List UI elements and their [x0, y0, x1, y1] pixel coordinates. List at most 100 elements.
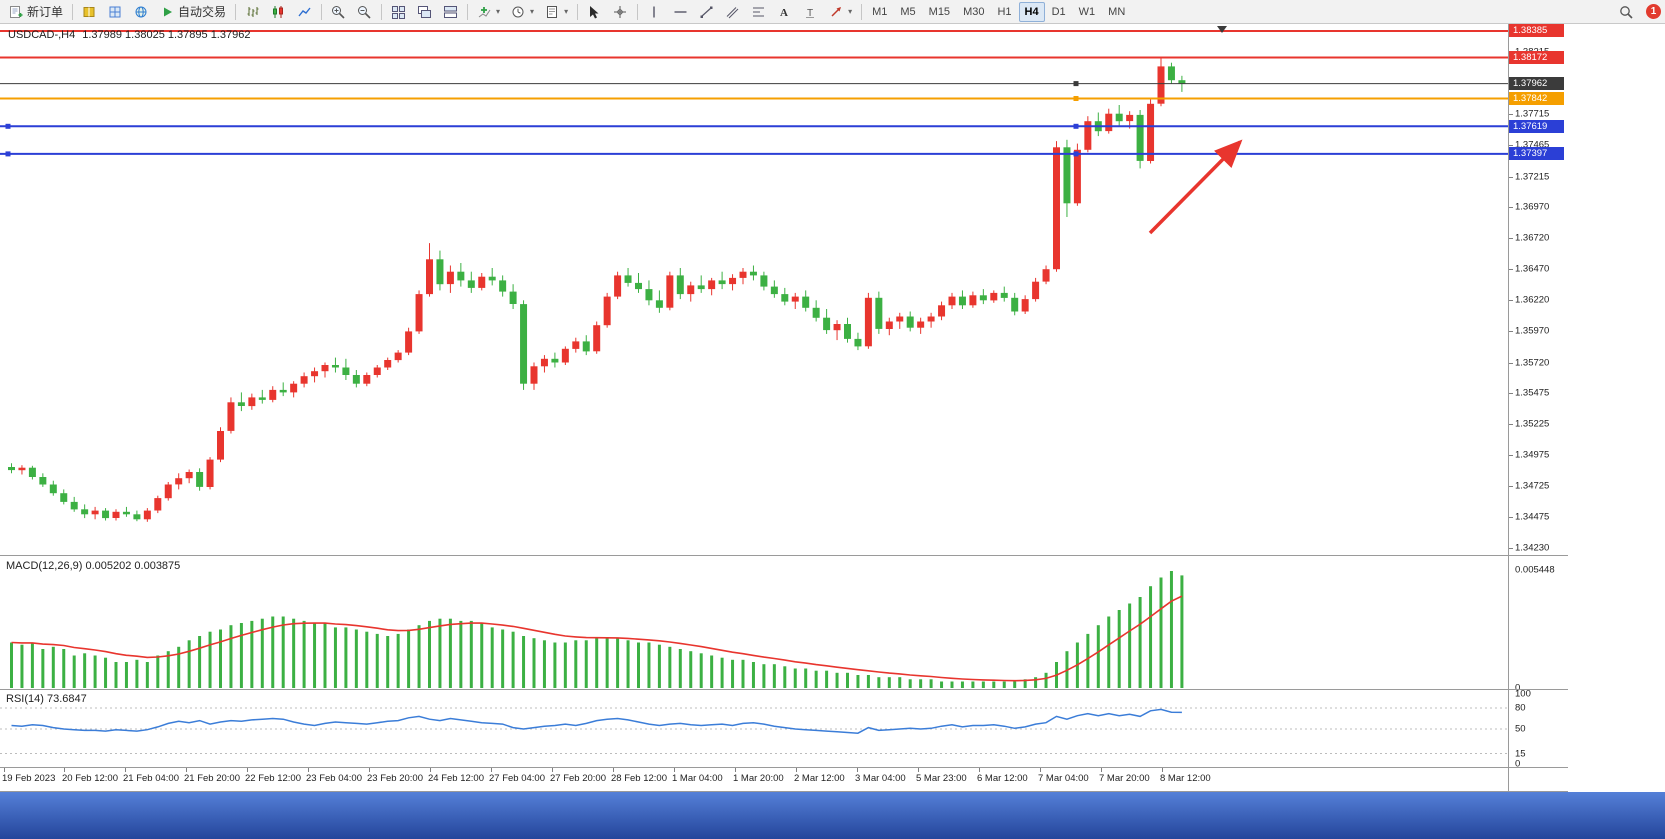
price-tick-mark	[1508, 207, 1513, 208]
timeframe-button-m5[interactable]: M5	[900, 5, 916, 18]
text-button[interactable]: A	[772, 1, 797, 23]
arrow-annotation[interactable]	[1148, 139, 1243, 235]
timeframe-button-h1[interactable]: H1	[997, 5, 1012, 18]
timeframe-button-w1[interactable]: W1	[1078, 5, 1096, 18]
line-handle[interactable]	[1073, 81, 1079, 87]
bar-chart-button[interactable]	[240, 1, 265, 23]
time-tick-mark	[674, 768, 675, 772]
market-watch-button[interactable]	[103, 1, 128, 23]
candle	[436, 259, 444, 285]
timeframe-button-m1[interactable]: M1	[872, 5, 888, 18]
line-handle[interactable]	[5, 123, 11, 129]
candle	[258, 397, 266, 400]
price-badge: 1.37962	[1509, 77, 1564, 91]
candle	[206, 459, 214, 487]
timeframe-button-d1[interactable]: D1	[1051, 5, 1066, 18]
time-axis-label: 20 Feb 12:00	[62, 773, 118, 784]
candle	[917, 321, 925, 328]
price-tick-mark	[1508, 547, 1513, 549]
candle	[990, 292, 998, 301]
candlestick-chart-button[interactable]	[266, 1, 291, 23]
candle	[729, 277, 737, 285]
trendline-button[interactable]	[694, 1, 719, 23]
time-axis-label: 27 Feb 04:00	[489, 773, 545, 784]
metaeditor-button[interactable]	[77, 1, 102, 23]
price-tick-mark	[1508, 114, 1513, 116]
horizontal-line-button[interactable]	[668, 1, 693, 23]
time-axis-label: 21 Feb 20:00	[184, 773, 240, 784]
periods-button[interactable]: ▾	[506, 1, 539, 23]
candle	[927, 316, 935, 322]
cursor-button[interactable]	[582, 1, 607, 23]
toolbar-separator	[637, 3, 639, 20]
chart-shift-marker[interactable]	[1217, 26, 1227, 33]
arrange-windows-button[interactable]	[438, 1, 463, 23]
time-tick-mark	[491, 768, 492, 772]
candle	[269, 389, 277, 400]
timeframe-button-mn[interactable]: MN	[1108, 5, 1126, 18]
auto-trading-button[interactable]: 自动交易	[155, 1, 231, 23]
candle	[227, 402, 235, 431]
price-tick-label: 1.34725	[1515, 480, 1550, 492]
notification-badge[interactable]: 1	[1646, 4, 1661, 19]
macd-indicator-pane[interactable]	[0, 556, 1508, 690]
label-button[interactable]: T	[798, 1, 823, 23]
price-tick-mark	[1508, 517, 1513, 519]
candle	[697, 285, 705, 290]
line-chart-button[interactable]	[292, 1, 317, 23]
candle	[196, 472, 204, 487]
pane-divider[interactable]	[0, 689, 1568, 690]
line-handle[interactable]	[1073, 123, 1079, 129]
candle	[1011, 297, 1019, 312]
rsi-scale-label: 80	[1515, 702, 1526, 714]
timeframe-button-m15[interactable]: M15	[928, 5, 951, 18]
crosshair-button[interactable]	[608, 1, 633, 23]
price-tick-label: 1.37715	[1515, 108, 1550, 120]
timeframe-button-h4[interactable]: H4	[1018, 1, 1045, 22]
equidistant-channel-button[interactable]	[720, 1, 745, 23]
line-handle[interactable]	[1073, 151, 1079, 157]
candle	[426, 259, 433, 295]
templates-button[interactable]: ▾	[540, 1, 573, 23]
pane-divider[interactable]	[0, 555, 1568, 556]
candle	[1167, 66, 1175, 81]
candle	[1084, 121, 1092, 150]
time-axis-label: 8 Mar 12:00	[1160, 773, 1211, 784]
candle	[603, 296, 611, 326]
candle	[969, 295, 977, 306]
price-badge: 1.37397	[1509, 147, 1564, 161]
zoom-in-button[interactable]	[326, 1, 351, 23]
cascade-windows-button[interactable]	[412, 1, 437, 23]
candle	[39, 477, 47, 485]
candle	[499, 280, 507, 292]
chevron-down-icon: ▾	[496, 7, 501, 16]
search-button[interactable]	[1614, 1, 1639, 23]
time-axis-label: 28 Feb 12:00	[611, 773, 667, 784]
timeframe-button-m30[interactable]: M30	[963, 5, 985, 18]
trendline-icon	[700, 6, 713, 18]
fibonacci-button[interactable]	[746, 1, 771, 23]
label-icon: T	[806, 8, 815, 19]
tile-windows-button[interactable]	[386, 1, 411, 23]
zoom-out-button[interactable]	[352, 1, 377, 23]
line-handle[interactable]	[5, 151, 11, 157]
rsi-indicator-pane[interactable]	[0, 690, 1508, 768]
navigator-button[interactable]	[129, 1, 154, 23]
candle	[582, 341, 590, 352]
candle	[112, 511, 120, 518]
time-axis-label: 23 Feb 20:00	[367, 773, 423, 784]
time-tick-mark	[1040, 768, 1041, 772]
bar-chart-icon	[247, 6, 259, 17]
new-order-button[interactable]: 新订单	[4, 1, 68, 23]
candle	[352, 375, 360, 384]
candle	[1021, 299, 1029, 312]
line-handle[interactable]	[1073, 96, 1079, 101]
candle	[478, 276, 486, 288]
arrows-button[interactable]: ▾	[824, 1, 857, 23]
indicators-button[interactable]: ▾	[472, 1, 505, 23]
price-tick-label: 1.34975	[1515, 449, 1550, 461]
candle	[394, 352, 402, 361]
main-chart-pane[interactable]	[0, 24, 1508, 556]
vertical-line-button[interactable]	[642, 1, 667, 23]
